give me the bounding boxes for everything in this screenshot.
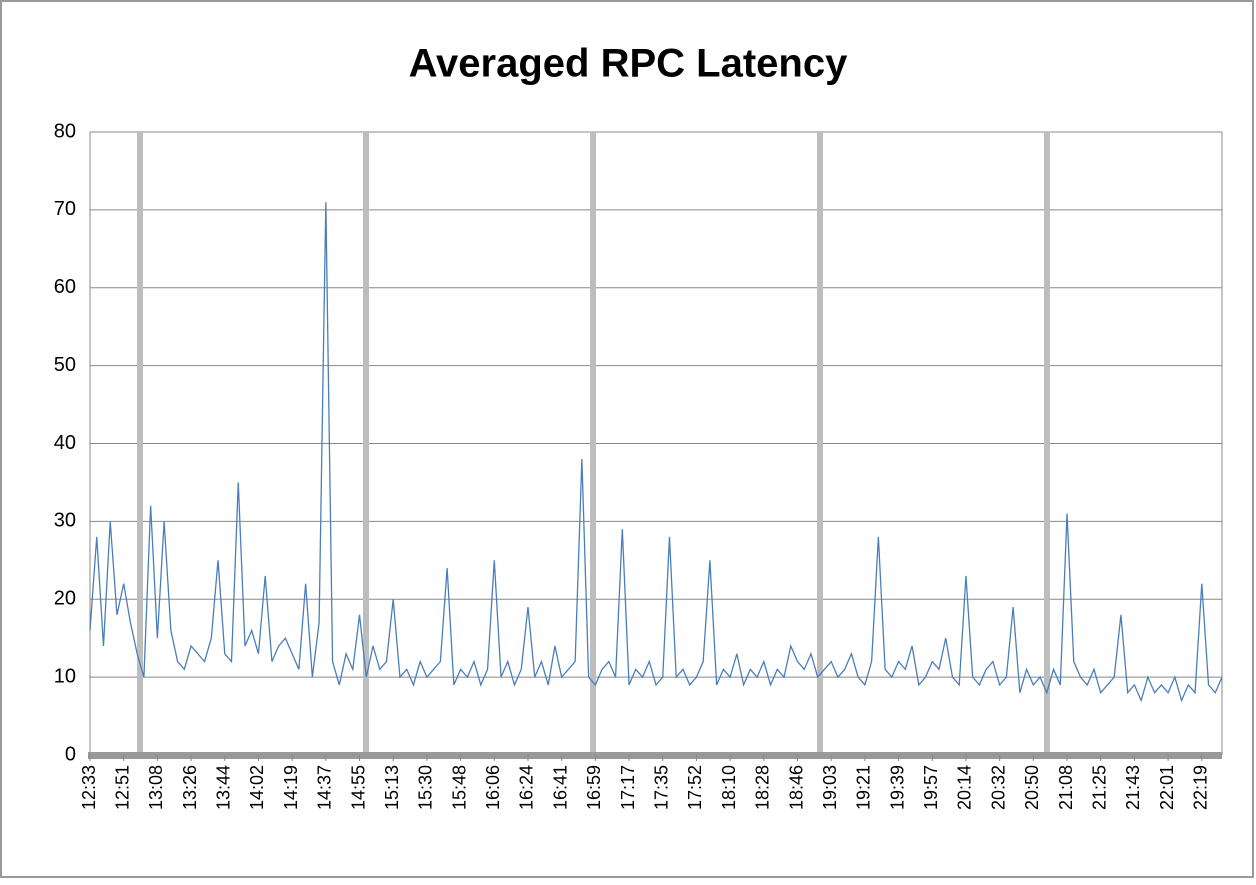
x-tick-label: 12:51 [112, 765, 132, 810]
x-tick-label: 14:19 [281, 765, 301, 810]
y-tick-label: 80 [54, 120, 76, 142]
x-tick-label: 21:08 [1056, 765, 1076, 810]
y-tick-label: 50 [54, 354, 76, 376]
x-tick-label: 14:55 [348, 765, 368, 810]
x-tick-label: 15:30 [416, 765, 436, 810]
x-tick-label: 13:26 [180, 765, 200, 810]
x-tick-label: 19:57 [921, 765, 941, 810]
x-tick-label: 16:24 [517, 765, 537, 810]
x-tick-label: 13:44 [214, 765, 234, 810]
y-tick-label: 20 [54, 588, 76, 610]
x-tick-label: 15:13 [382, 765, 402, 810]
y-tick-label: 40 [54, 432, 76, 454]
y-tick-label: 30 [54, 510, 76, 532]
x-tick-label: 18:28 [753, 765, 773, 810]
x-tick-label: 20:50 [1022, 765, 1042, 810]
marker-band [590, 132, 596, 755]
x-tick-label: 22:01 [1157, 765, 1177, 810]
marker-band [817, 132, 823, 755]
x-tick-label: 16:06 [483, 765, 503, 810]
y-tick-label: 60 [54, 276, 76, 298]
y-tick-label: 10 [54, 665, 76, 687]
x-tick-label: 14:02 [247, 765, 267, 810]
marker-band [137, 132, 143, 755]
x-tick-label: 19:03 [820, 765, 840, 810]
x-tick-label: 17:35 [651, 765, 671, 810]
x-tick-label: 20:32 [988, 765, 1008, 810]
x-tick-label: 18:46 [786, 765, 806, 810]
x-tick-label: 16:41 [550, 765, 570, 810]
y-tick-label: 70 [54, 198, 76, 220]
x-axis-bar [88, 752, 1222, 759]
x-tick-label: 14:37 [315, 765, 335, 810]
x-tick-label: 22:19 [1191, 765, 1211, 810]
x-tick-label: 12:33 [79, 765, 99, 810]
marker-band [1044, 132, 1050, 755]
x-tick-label: 21:25 [1089, 765, 1109, 810]
x-tick-label: 18:10 [719, 765, 739, 810]
x-tick-label: 13:08 [146, 765, 166, 810]
x-tick-label: 17:17 [618, 765, 638, 810]
data-line [89, 202, 1223, 703]
x-tick-label: 19:21 [854, 765, 874, 810]
x-tick-label: 19:39 [887, 765, 907, 810]
x-tick-label: 21:43 [1123, 765, 1143, 810]
x-tick-label: 17:52 [685, 765, 705, 810]
x-tick-label: 20:14 [955, 765, 975, 810]
marker-band [363, 132, 369, 755]
y-tick-label: 0 [65, 743, 76, 765]
x-tick-label: 16:59 [584, 765, 604, 810]
x-tick-label: 15:48 [449, 765, 469, 810]
chart-title: Averaged RPC Latency [409, 42, 848, 86]
